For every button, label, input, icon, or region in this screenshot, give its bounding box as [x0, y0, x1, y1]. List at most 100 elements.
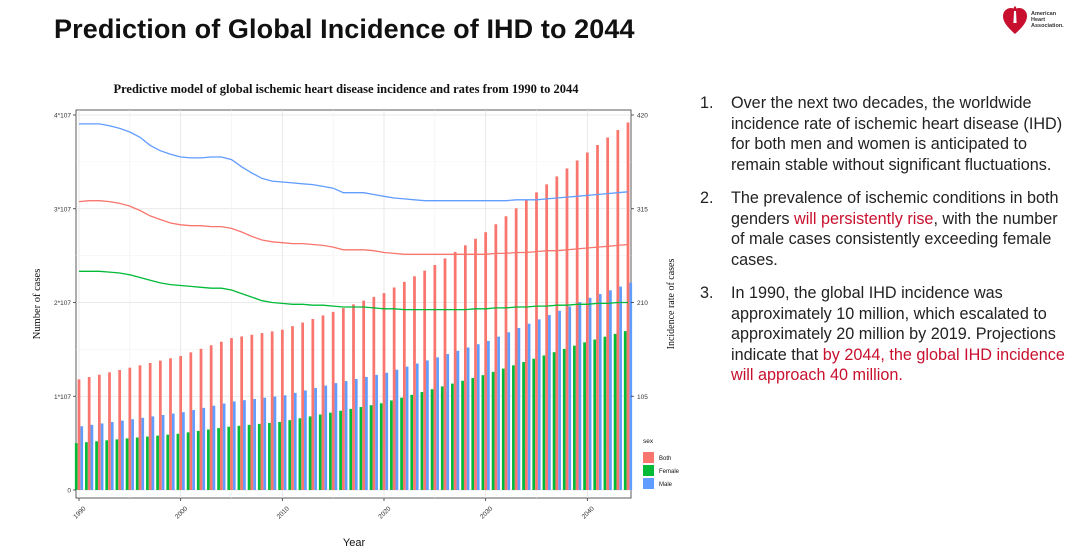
legend-label-both: Both — [659, 456, 671, 462]
bar-male-2026 — [446, 354, 450, 490]
chart-container: Predictive model of global ischemic hear… — [0, 70, 690, 549]
bar-male-2020 — [385, 372, 389, 490]
key-point-number: 2. — [700, 189, 714, 207]
y-tick-label: 1*107 — [54, 394, 71, 401]
bar-male-1999 — [171, 413, 175, 490]
bar-both-2000 — [179, 355, 183, 490]
aha-logo: American Heart Association. — [1002, 2, 1076, 38]
bar-both-2006 — [240, 336, 244, 490]
bar-male-2029 — [476, 344, 480, 490]
bar-male-2031 — [497, 336, 500, 490]
bar-female-2023 — [410, 394, 414, 490]
bar-female-1991 — [85, 442, 88, 490]
bar-male-2037 — [558, 310, 561, 490]
y2-tick-label: 105 — [637, 394, 648, 401]
bar-female-2015 — [329, 412, 332, 490]
bar-female-2007 — [247, 424, 251, 490]
bar-both-2037 — [555, 176, 559, 490]
bar-both-2012 — [301, 322, 305, 490]
y-tick-label: 4*107 — [54, 113, 71, 120]
bar-both-2029 — [474, 238, 477, 490]
bar-female-2024 — [420, 392, 424, 490]
bar-both-2007 — [250, 334, 254, 490]
bar-both-2022 — [402, 281, 406, 490]
bar-male-2024 — [426, 360, 429, 490]
bar-male-2000 — [182, 412, 185, 490]
bar-male-2013 — [314, 388, 317, 490]
bar-female-2044 — [623, 331, 627, 490]
bar-female-2025 — [430, 389, 434, 490]
bar-both-2004 — [219, 341, 223, 490]
bar-female-2005 — [227, 426, 231, 490]
bar-male-2014 — [324, 385, 328, 490]
bar-male-1994 — [121, 420, 124, 490]
bar-female-2011 — [288, 420, 292, 490]
bar-both-2042 — [606, 137, 610, 490]
bar-both-2001 — [189, 352, 193, 490]
bar-both-1995 — [128, 367, 132, 490]
bar-female-1998 — [156, 435, 159, 490]
bar-female-1997 — [146, 436, 149, 490]
bar-male-2039 — [578, 302, 582, 490]
bar-male-2016 — [344, 381, 348, 490]
bar-male-2015 — [334, 383, 338, 490]
key-point-3: 3. In 1990, the global IHD incidence was… — [700, 283, 1072, 386]
bar-female-2027 — [451, 383, 454, 490]
bar-male-2005 — [232, 401, 236, 490]
bar-both-2040 — [585, 152, 589, 490]
slide-title: Prediction of Global Incidence of IHD to… — [54, 14, 635, 44]
bar-male-2006 — [243, 400, 246, 490]
key-points-list: 1. Over the next two decades, the worldw… — [700, 93, 1072, 399]
bar-female-2008 — [257, 423, 261, 490]
bar-female-2031 — [491, 371, 495, 490]
bar-female-2012 — [298, 418, 302, 490]
bar-male-2033 — [517, 328, 521, 490]
bar-female-2021 — [390, 400, 393, 490]
bar-female-2017 — [349, 408, 353, 490]
bar-both-2017 — [352, 304, 355, 490]
bar-male-1997 — [151, 416, 155, 490]
bar-both-2005 — [230, 338, 233, 490]
y-axis-label: Number of cases — [32, 269, 43, 340]
bar-female-1993 — [105, 440, 109, 490]
y2-tick-label: 315 — [637, 206, 648, 213]
key-point-text: The prevalence of ischemic conditions in… — [731, 188, 1072, 270]
bar-male-2044 — [629, 282, 633, 490]
bar-male-2021 — [395, 369, 399, 490]
bar-male-2028 — [466, 347, 470, 490]
bar-both-1991 — [87, 377, 91, 490]
bar-both-2026 — [443, 258, 447, 490]
bar-female-1990 — [74, 443, 78, 490]
bar-both-2036 — [545, 184, 549, 490]
x-axis-label: Year — [343, 537, 366, 549]
bar-female-2009 — [268, 422, 271, 490]
y-tick-label: 3*107 — [54, 206, 71, 213]
bar-male-2017 — [354, 379, 358, 490]
bar-male-2012 — [304, 390, 307, 490]
key-point-text: In 1990, the global IHD incidence was ap… — [731, 283, 1072, 386]
bar-male-2001 — [192, 410, 195, 490]
bar-both-2003 — [209, 345, 213, 490]
key-point-1: 1. Over the next two decades, the worldw… — [700, 93, 1072, 175]
bar-both-1993 — [108, 372, 111, 490]
bar-both-2013 — [311, 319, 315, 490]
bar-female-2026 — [440, 386, 444, 490]
bar-both-2010 — [280, 329, 284, 490]
y2-tick-label: 210 — [637, 300, 648, 307]
bar-male-1992 — [100, 423, 104, 490]
bar-male-2011 — [293, 392, 297, 490]
bar-both-1996 — [138, 365, 142, 490]
bar-both-2023 — [413, 276, 416, 490]
text-segment: The prevalence of ischemic conditions in… — [731, 189, 1059, 228]
bar-male-1990 — [80, 426, 84, 490]
bar-both-2034 — [524, 200, 528, 490]
bar-male-2007 — [253, 398, 256, 490]
bar-male-2035 — [537, 319, 541, 490]
heart-torch-icon — [1003, 6, 1027, 34]
bar-female-2028 — [461, 380, 464, 490]
x-tick-label: 1990 — [72, 505, 87, 520]
bar-male-2003 — [212, 405, 216, 490]
bar-both-1994 — [118, 370, 122, 490]
bar-female-1995 — [125, 438, 129, 490]
key-point-number: 1. — [700, 94, 714, 112]
